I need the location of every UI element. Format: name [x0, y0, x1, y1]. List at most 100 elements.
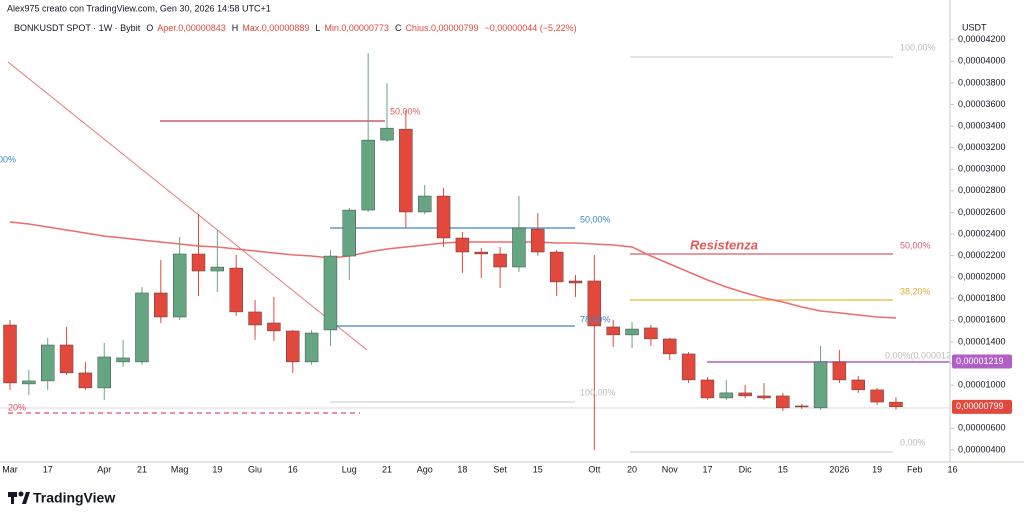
fib-label: 50,00%	[580, 214, 611, 224]
ohlc-value: Min.0,00000773	[324, 23, 389, 33]
x-tick-label: 19	[212, 464, 222, 474]
fib-label: 100,00%	[900, 42, 936, 52]
candle-body	[361, 139, 375, 211]
candle-body	[342, 209, 356, 257]
candle-body	[154, 292, 168, 318]
x-tick-label: Ott	[588, 464, 601, 474]
candle-body	[399, 128, 413, 213]
candle-body	[210, 266, 225, 272]
candle-body	[549, 251, 564, 283]
ohlc-value: Chius.0,00000799	[405, 23, 478, 33]
y-tick-label: 0,00001800	[958, 293, 1006, 303]
candle-body	[813, 361, 828, 409]
credit: Alex975 creato con TradingView.com, Gen …	[7, 3, 271, 13]
ohlc-value: Max.0,00000889	[242, 23, 309, 33]
price-label-box	[952, 354, 1012, 369]
candle-body	[625, 328, 639, 336]
candle-body	[41, 344, 55, 382]
y-tick-label: 0,00002000	[958, 272, 1006, 282]
y-tick-label: 0,00004200	[958, 34, 1006, 44]
x-tick-label: 16	[288, 464, 298, 474]
ohlc-header: BONKUSDT SPOT · 1W · Bybit O Aper.0,000008…	[14, 23, 577, 33]
fib-label: 0,00%	[900, 437, 926, 447]
brand: TradingView	[33, 490, 115, 506]
candle-body	[78, 372, 93, 389]
candle-body	[663, 338, 677, 355]
candle-body	[531, 228, 545, 253]
fib-label: 20%	[8, 402, 26, 412]
candle-body	[304, 332, 319, 363]
y-tick-label: 0,00003400	[958, 120, 1006, 130]
candle-body	[172, 253, 187, 318]
x-tick-label: Nov	[662, 464, 679, 474]
y-tick-label: 0,00003200	[958, 142, 1006, 152]
candle-body	[719, 392, 733, 399]
x-tick-label: 18	[457, 464, 467, 474]
y-tick-label: 0,00004000	[958, 56, 1006, 66]
candle-body	[380, 127, 394, 141]
y-tick-label: 0,00002800	[958, 185, 1006, 195]
drawings	[0, 56, 950, 453]
candle-body	[568, 280, 583, 284]
x-tick-label: 2026	[829, 464, 849, 474]
price-axis	[950, 0, 1024, 462]
y-tick-label: 0,00002400	[958, 228, 1006, 238]
x-tick-label: 21	[137, 464, 147, 474]
candle-body	[795, 405, 809, 408]
x-tick-label: 21	[382, 464, 392, 474]
candle-body	[870, 389, 884, 403]
candle-body	[738, 392, 752, 397]
y-tick-label: 0,00001000	[958, 379, 1006, 389]
x-tick-label: 15	[533, 464, 543, 474]
x-tick-label: 17	[43, 464, 53, 474]
price-label: 0,00001219	[956, 356, 1004, 366]
candle-body	[512, 227, 526, 268]
y-axis: 0,000004000,000006000,000010000,00001200…	[950, 34, 1012, 454]
logo-shape	[18, 491, 24, 497]
fib-label: 38,20%	[900, 286, 931, 296]
logo-shape	[11, 492, 14, 504]
candle-body	[776, 395, 790, 409]
y-tick-label: 0,00003000	[958, 164, 1006, 174]
candle-body	[3, 324, 17, 384]
x-tick-label: Feb	[907, 464, 923, 474]
ohlc-change: −0,00000044 (−5,22%)	[485, 23, 577, 33]
resistance-label: Resistenza	[690, 237, 758, 252]
y-tick-label: 0,00000600	[958, 423, 1006, 433]
candle-body	[700, 379, 715, 399]
x-tick-label: Lug	[342, 464, 357, 474]
candle-body	[135, 292, 149, 363]
x-tick-label: Giu	[248, 464, 262, 474]
y-tick-label: 0,00003600	[958, 99, 1006, 109]
x-tick-label: 16	[947, 464, 957, 474]
fib-label: 78,60%	[580, 314, 611, 324]
x-tick-label: Set	[493, 464, 507, 474]
x-tick-label: Mag	[171, 464, 189, 474]
candle-body	[493, 253, 507, 268]
x-tick-label: Mar	[2, 464, 18, 474]
x-tick-label: Ago	[417, 464, 433, 474]
candles	[3, 53, 903, 450]
candle-body	[436, 195, 451, 239]
candle-body	[418, 195, 432, 213]
price-label-box	[952, 399, 1012, 414]
candle-body	[474, 251, 488, 255]
fib-label: 50,00%	[390, 106, 421, 116]
x-tick-label: 17	[702, 464, 712, 474]
fib-label: 00%	[0, 154, 16, 164]
brand-logo: TradingView	[8, 490, 115, 506]
candle-body	[587, 280, 602, 327]
candle-body	[757, 395, 771, 399]
candle-body	[22, 380, 36, 385]
fib-label: 100,00%	[580, 387, 616, 397]
x-tick-label: Dic	[739, 464, 752, 474]
ohlc-key: O	[146, 23, 153, 33]
candle-body	[191, 253, 206, 272]
ohlc-key: L	[315, 23, 320, 33]
candle-body	[606, 326, 620, 336]
candle-body	[97, 356, 111, 389]
x-tick-label: 20	[627, 464, 637, 474]
trendline	[7, 61, 368, 351]
candle-body	[267, 322, 281, 332]
y-tick-label: 0,00002200	[958, 250, 1006, 260]
